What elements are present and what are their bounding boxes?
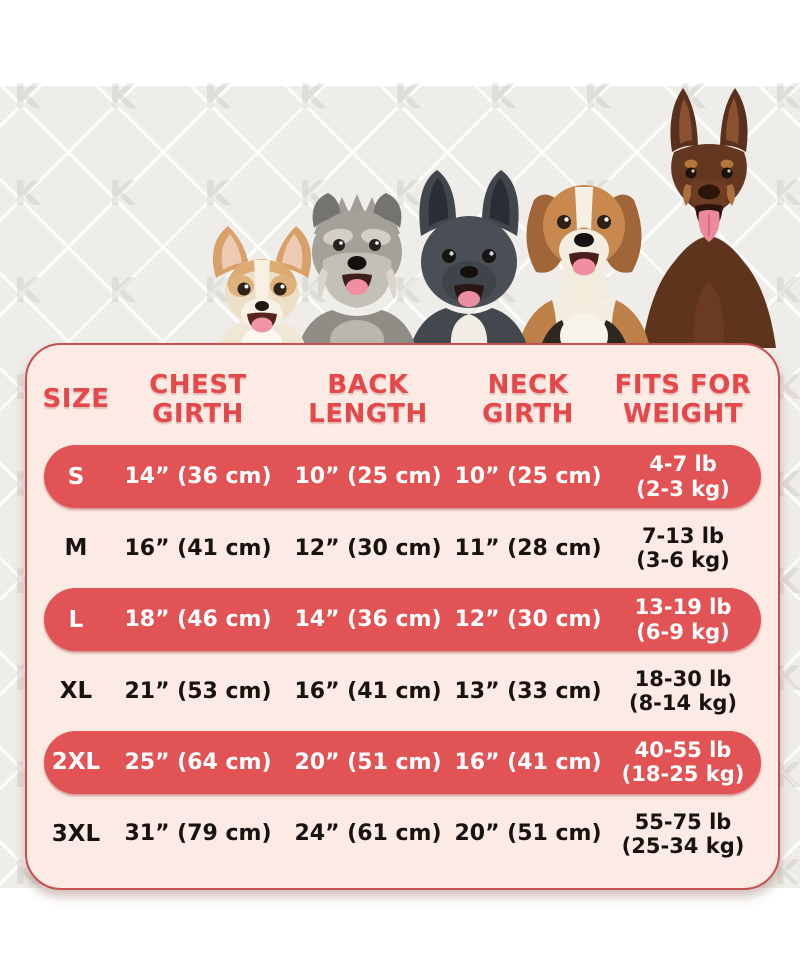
column-header-3: NECK GIRTH — [482, 369, 574, 429]
miniature-schnauzer-illustration — [298, 193, 416, 348]
weight-cell: 13-19 lb (6-9 kg) — [635, 595, 732, 644]
k-watermark: K — [204, 174, 231, 214]
column-header-1: CHEST GIRTH — [149, 369, 247, 429]
column-header-2: BACK LENGTH — [308, 369, 428, 429]
neck-girth-cell: 16” (41 cm) — [454, 749, 602, 775]
back-length-cell: 14” (36 cm) — [294, 607, 442, 633]
k-watermark: K — [774, 271, 800, 311]
weight-kg: (2-3 kg) — [636, 476, 730, 501]
weight-cell: 4-7 lb (2-3 kg) — [636, 452, 729, 501]
k-watermark: K — [204, 77, 231, 117]
neck-girth-cell: 13” (33 cm) — [454, 678, 602, 704]
k-watermark: K — [109, 271, 136, 311]
chihuahua-illustration — [212, 226, 312, 348]
size-cell: 3XL — [51, 820, 101, 847]
table-row-3xl: 3XL 31” (79 cm) 24” (61 cm) 20” (51 cm) 55-7… — [44, 798, 761, 870]
chest-girth-cell: 18” (46 cm) — [124, 607, 272, 633]
neck-girth-cell: 10” (25 cm) — [454, 464, 602, 490]
weight-cell: 55-75 lb (25-34 kg) — [622, 810, 745, 859]
table-row-xl: XL 21” (53 cm) 16” (41 cm) 13” (33 cm) 18-30… — [44, 655, 761, 727]
k-watermark: K — [394, 77, 421, 117]
weight-cell: 7-13 lb (3-6 kg) — [636, 524, 729, 573]
k-watermark: K — [109, 77, 136, 117]
chest-girth-cell: 25” (64 cm) — [124, 749, 272, 775]
k-watermark: K — [489, 77, 516, 117]
k-watermark: K — [14, 77, 41, 117]
k-watermark: K — [14, 174, 41, 214]
neck-girth-cell: 11” (28 cm) — [454, 535, 602, 561]
size-cell: M — [64, 535, 88, 562]
chest-girth-cell: 14” (36 cm) — [124, 464, 272, 490]
weight-cell: 40-55 lb (18-25 kg) — [622, 738, 745, 787]
k-watermark: K — [584, 77, 611, 117]
chest-girth-cell: 16” (41 cm) — [124, 535, 272, 561]
size-cell: L — [68, 606, 84, 633]
neck-girth-cell: 12” (30 cm) — [454, 607, 602, 633]
table-row-2xl: 2XL 25” (64 cm) 20” (51 cm) 16” (41 cm) 40-5… — [44, 730, 761, 794]
k-watermark: K — [14, 271, 41, 311]
beagle-illustration — [518, 185, 650, 348]
table-header-row: SIZE CHEST GIRTH BACK LENGTH NECK GIRTH FITS… — [42, 359, 761, 441]
k-watermark: K — [109, 174, 136, 214]
back-length-cell: 12” (30 cm) — [294, 535, 442, 561]
weight-kg: (3-6 kg) — [636, 548, 730, 573]
size-cell: 2XL — [51, 749, 101, 776]
french-bulldog-illustration — [410, 170, 528, 348]
back-length-cell: 24” (61 cm) — [294, 821, 442, 847]
weight-kg: (6-9 kg) — [636, 619, 730, 644]
table-body: S 14” (36 cm) 10” (25 cm) 10” (25 cm) 4-7 lb… — [44, 445, 761, 869]
back-length-cell: 16” (41 cm) — [294, 678, 442, 704]
weight-lb: 4-7 lb — [649, 452, 717, 477]
k-watermark: K — [299, 77, 326, 117]
weight-kg: (8-14 kg) — [628, 691, 738, 715]
size-chart-card: SIZE CHEST GIRTH BACK LENGTH NECK GIRTH FITS… — [25, 343, 780, 890]
size-cell: S — [67, 463, 85, 490]
table-row-m: M 16” (41 cm) 12” (30 cm) 11” (28 cm) 7-13 l… — [44, 512, 761, 584]
back-length-cell: 20” (51 cm) — [294, 749, 442, 775]
chest-girth-cell: 31” (79 cm) — [124, 821, 272, 847]
k-watermark: K — [774, 77, 800, 117]
table-row-l: L 18” (46 cm) 14” (36 cm) 12” (30 cm) 13-19 … — [44, 588, 761, 652]
column-header-4: FITS FOR WEIGHT — [614, 369, 752, 429]
weight-lb: 13-19 lb — [634, 595, 732, 620]
weight-kg: (25-34 kg) — [621, 833, 745, 858]
neck-girth-cell: 20” (51 cm) — [454, 821, 602, 847]
weight-lb: 18-30 lb — [634, 666, 732, 691]
column-header-0: SIZE — [42, 384, 110, 415]
chest-girth-cell: 21” (53 cm) — [124, 678, 272, 704]
weight-lb: 40-55 lb — [634, 738, 732, 763]
doberman-illustration — [642, 88, 776, 348]
k-watermark: K — [774, 174, 800, 214]
weight-lb: 7-13 lb — [641, 523, 725, 548]
weight-kg: (18-25 kg) — [621, 762, 745, 787]
weight-lb: 55-75 lb — [634, 809, 732, 834]
weight-cell: 18-30 lb (8-14 kg) — [629, 667, 737, 716]
k-watermark: K — [394, 271, 421, 311]
back-length-cell: 10” (25 cm) — [294, 464, 442, 490]
table-row-s: S 14” (36 cm) 10” (25 cm) 10” (25 cm) 4-7 lb… — [44, 445, 761, 509]
size-cell: XL — [59, 678, 93, 704]
